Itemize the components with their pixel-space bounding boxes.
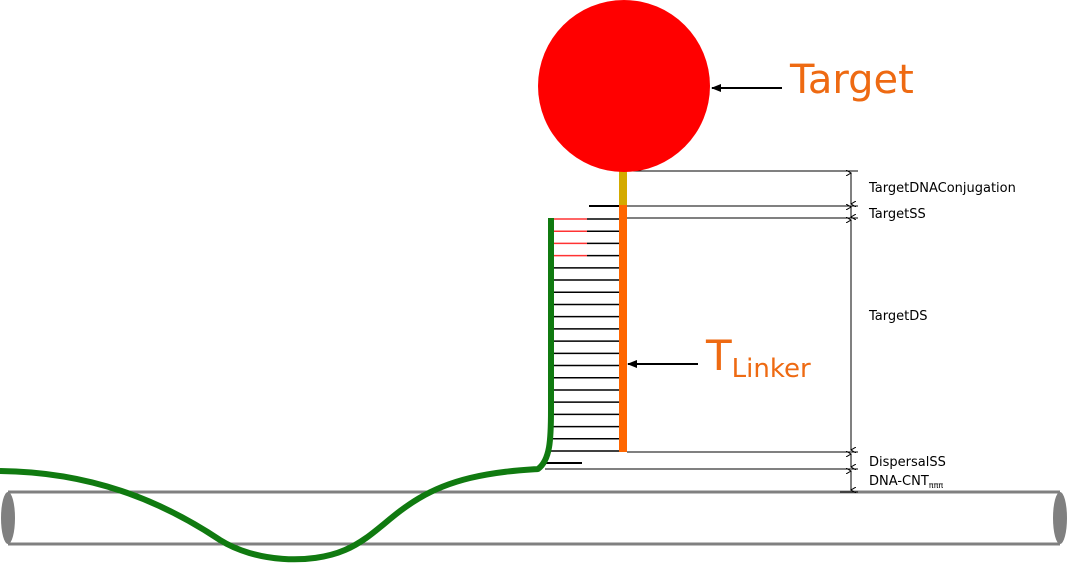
target-label: Target xyxy=(789,57,914,103)
target-dna-conjugation-label: TargetDNAConjugation xyxy=(868,181,1016,196)
target-sphere xyxy=(538,0,710,172)
carbon-nanotube xyxy=(1,490,1067,546)
target-ds-label: TargetDS xyxy=(868,309,927,324)
linker-label-subscript: Linker xyxy=(732,354,811,384)
dna-cnt-label-subscript: πππ xyxy=(929,481,944,490)
linker-label-main: T xyxy=(705,331,732,380)
dna-strand xyxy=(0,218,554,563)
nanotube-right-cap xyxy=(1053,492,1067,544)
nanotube-left-cap xyxy=(1,492,15,544)
linker-label: TLinker xyxy=(705,331,811,384)
dispersal-ss-label: DispersalSS xyxy=(869,455,946,470)
dna-cnt-label-main: DNA-CNT xyxy=(869,474,929,489)
dna-cnt-label: DNA-CNTπππ xyxy=(869,474,943,490)
base-pair-rungs xyxy=(551,218,622,452)
dimension-reference-lines xyxy=(545,170,858,493)
target-ss-label: TargetSS xyxy=(868,207,926,222)
